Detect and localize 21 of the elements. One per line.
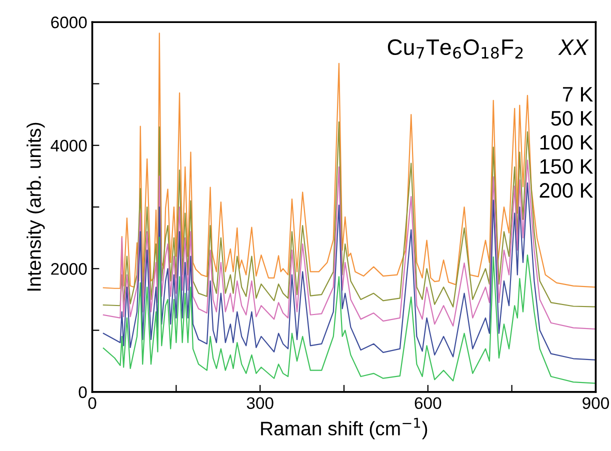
annotation: 50 K	[551, 110, 593, 126]
x-tick-label: 0	[88, 397, 96, 410]
line-series	[102, 160, 596, 330]
y-axis-title: Intensity (arb. units)	[26, 122, 45, 291]
x-tick-label: 900	[582, 397, 609, 410]
line-series	[102, 182, 596, 360]
annotation: XX	[558, 40, 589, 55]
line-series	[102, 236, 596, 384]
x-tick-label: 600	[414, 397, 442, 410]
y-tick-label: 2000	[51, 263, 87, 275]
y-tick-label: 6000	[51, 16, 87, 28]
annotation: 100 K	[540, 134, 593, 150]
x-axis-title: Raman shift (cm$^{−1}$)	[261, 418, 428, 440]
y-tick-label: 0	[78, 386, 87, 398]
annotation: 200 K	[540, 183, 593, 198]
annotation: 7 K	[563, 87, 593, 102]
line-series	[102, 32, 596, 289]
annotation: 150 K	[540, 159, 593, 174]
y-tick-label: 4000	[50, 140, 87, 152]
x-tick-label: 300	[246, 397, 274, 410]
annotation: Cu$_{7}$Te$_{6}$O$_{18}$F$_{2}$	[388, 39, 523, 59]
